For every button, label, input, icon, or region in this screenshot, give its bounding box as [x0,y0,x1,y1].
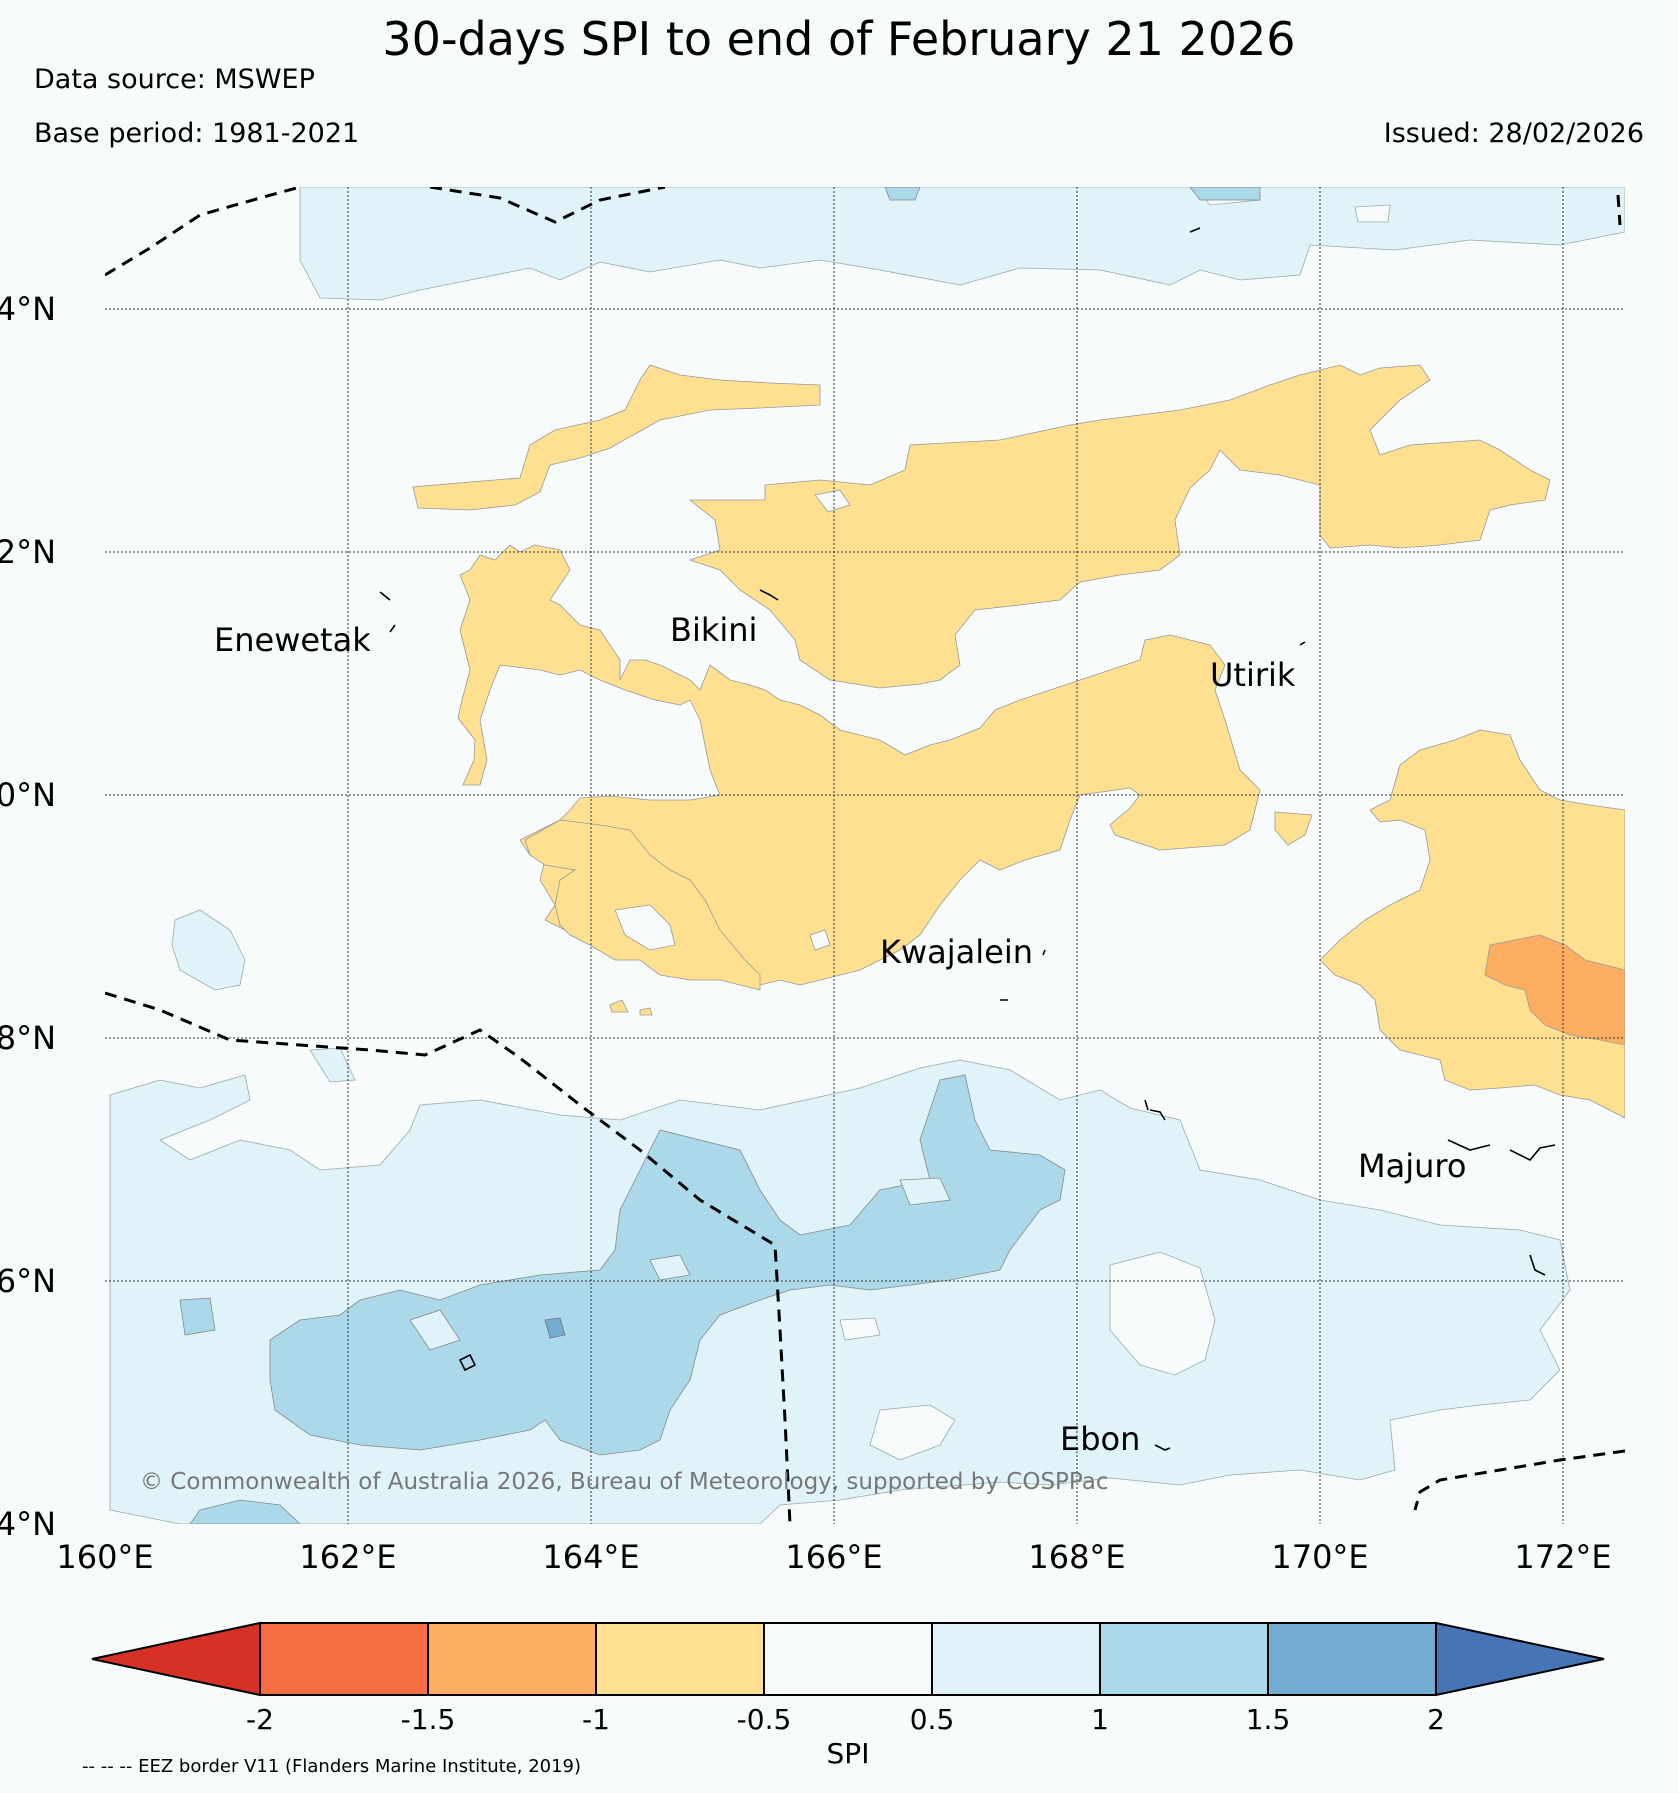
copyright-notice: © Commonwealth of Australia 2026, Bureau… [140,1469,1109,1495]
colorbar-label: SPI [827,1737,870,1770]
base-period-label: Base period: 1981-2021 [34,118,360,149]
colorbar-segment-5 [931,1622,1101,1696]
ailinglaplap-atoll [1144,1099,1166,1121]
lon-tick-164: 164°E [542,1538,639,1576]
majuro-atoll [1447,1139,1556,1161]
lon-tick-166: 166°E [785,1538,882,1576]
colorbar-tick: 1.5 [1246,1703,1291,1736]
eez-border-footnote: -- -- -- EEZ border V11 (Flanders Marine… [82,1756,582,1777]
wet-light-holes [409,1177,951,1351]
longitude-tick-labels: 160°E 162°E 164°E 166°E 168°E 170°E 172°… [56,1538,1611,1576]
colorbar-tick: -1 [582,1703,610,1736]
place-labels: Enewetak Bikini Utirik Kwajalein Majuro … [214,611,1466,1458]
colorbar-tick: 1 [1091,1703,1109,1736]
island-coastlines [379,227,1556,1451]
lon-tick-162: 162°E [299,1538,396,1576]
map-gridlines [105,187,1625,1524]
spi-colorbar [91,1621,1605,1697]
dry-patch-3 [639,1007,653,1016]
colorbar-tick: -2 [246,1703,274,1736]
place-label-enewetak: Enewetak [214,621,371,659]
colorbar-segment-4 [763,1622,933,1696]
dry-patch-2 [609,999,629,1013]
wet-region-west-patch [171,909,246,991]
colorbar-segment-1 [259,1622,429,1696]
lon-tick-160: 160°E [56,1538,153,1576]
enewetak-atoll [379,591,396,633]
utirik-atoll [1299,641,1306,646]
colorbar-extend-low [91,1621,261,1697]
colorbar-tick: -0.5 [737,1703,792,1736]
place-label-majuro: Majuro [1358,1147,1466,1185]
map-panel [105,187,1625,1524]
colorbar-tick: -1.5 [401,1703,456,1736]
lon-tick-168: 168°E [1028,1538,1125,1576]
spi-wet-strong-region [544,1317,566,1339]
lat-tick-4: 4°N [0,1505,56,1543]
latitude-tick-labels: 4°N 6°N 8°N 10°N 12°N 14°N [0,290,56,1543]
ebon-atoll [1154,1444,1171,1451]
lat-tick-8: 8°N [0,1019,56,1057]
map-title: 30-days SPI to end of February 21 2026 [382,12,1296,66]
wet-medium-patch-south [189,1499,301,1524]
wet-region-southwest-patch [309,1047,356,1083]
dry-region-holes [614,489,851,951]
pohnpei-island [458,1353,477,1372]
lon-tick-172: 172°E [1514,1538,1611,1576]
dry-region-central-lower [524,819,761,991]
dry-region-north-west [412,364,821,511]
lat-tick-6: 6°N [0,1262,56,1300]
colorbar-tick-labels: -2 -1.5 -1 -0.5 0.5 1 1.5 2 [246,1703,1445,1736]
dry-region-north-east [688,364,1551,689]
lat-tick-12: 12°N [0,533,56,571]
lat-tick-14: 14°N [0,290,56,328]
colorbar-segment-3 [595,1622,765,1696]
place-label-ebon: Ebon [1060,1420,1140,1458]
wet-region-north [299,187,1625,301]
wet-medium-patch-north2 [1189,187,1261,201]
kwajalein-atoll [1000,949,1046,1001]
colorbar-segment-6 [1099,1622,1269,1696]
lat-tick-10: 10°N [0,776,56,814]
place-label-bikini: Bikini [670,611,757,649]
colorbar-extend-high [1435,1621,1605,1697]
dry-patch-1 [1274,811,1313,846]
issued-date-label: Issued: 28/02/2026 [1383,118,1644,149]
wet-medium-patch-west [179,1297,216,1336]
wet-medium-patch-north [884,187,921,201]
place-label-utirik: Utirik [1210,656,1296,694]
bikini-atoll [759,589,779,601]
colorbar-segment-7 [1267,1622,1437,1696]
colorbar-tick: 2 [1427,1703,1445,1736]
eez-border-lines [105,187,1625,1524]
jaluit-atoll [1529,1254,1546,1276]
colorbar-tick: 0.5 [910,1703,955,1736]
spi-dry-severe-region [1484,934,1625,1046]
data-source-label: Data source: MSWEP [34,64,315,95]
place-label-kwajalein: Kwajalein [880,933,1033,971]
colorbar-segment-2 [427,1622,597,1696]
wotje-atoll [1189,227,1201,233]
lon-tick-170: 170°E [1271,1538,1368,1576]
